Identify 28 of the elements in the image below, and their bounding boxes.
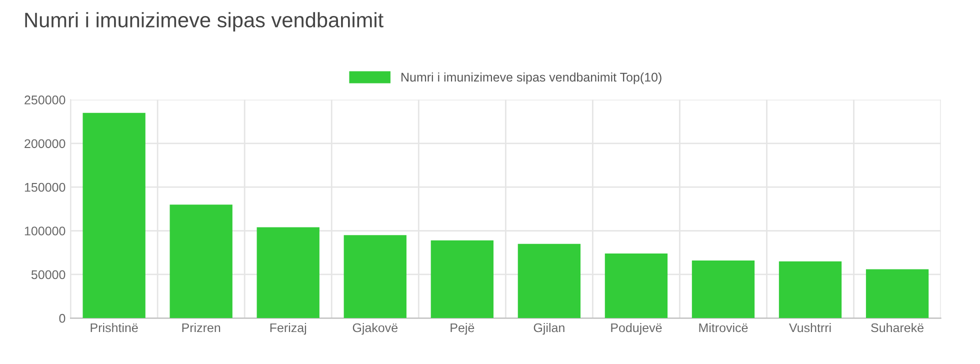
bar: [344, 235, 406, 318]
y-tick-label: 100000: [24, 226, 66, 236]
y-tick-label: 50000: [31, 270, 66, 280]
x-tick-label: Pejë: [450, 322, 474, 335]
bar: [604, 253, 668, 318]
x-tick-label: Ferizaj: [270, 322, 306, 335]
bar: [82, 112, 146, 318]
x-tick-label: Prishtinë: [90, 322, 138, 332]
y-tick-label: 200000: [24, 139, 66, 148]
x-tick-label: Podujevë: [611, 322, 662, 335]
bar: [866, 269, 929, 318]
y-tick-label: 150000: [24, 182, 66, 192]
x-tick-label: Gjakovë: [352, 322, 398, 335]
chart-title: Numri i imunizimeve sipas vendbanimit: [25, 12, 384, 32]
bar: [430, 240, 494, 318]
bar: [692, 260, 755, 318]
bar: [518, 244, 581, 318]
x-tick-label: Gjilan: [534, 322, 564, 335]
x-tick-label: Vushtrri: [789, 322, 831, 332]
bar: [778, 261, 842, 318]
bar: [170, 204, 232, 318]
legend-label: Numri i imunizimeve sipas vendbanimit Top(10): [402, 72, 662, 84]
y-tick-label: 250000: [24, 96, 66, 104]
x-tick-label: Suharekë: [871, 322, 924, 332]
y-tick-label: 0: [59, 314, 66, 323]
bar: [256, 227, 320, 318]
x-tick-label: Prizren: [182, 322, 220, 332]
x-tick-label: Mitrovicë: [699, 322, 748, 332]
